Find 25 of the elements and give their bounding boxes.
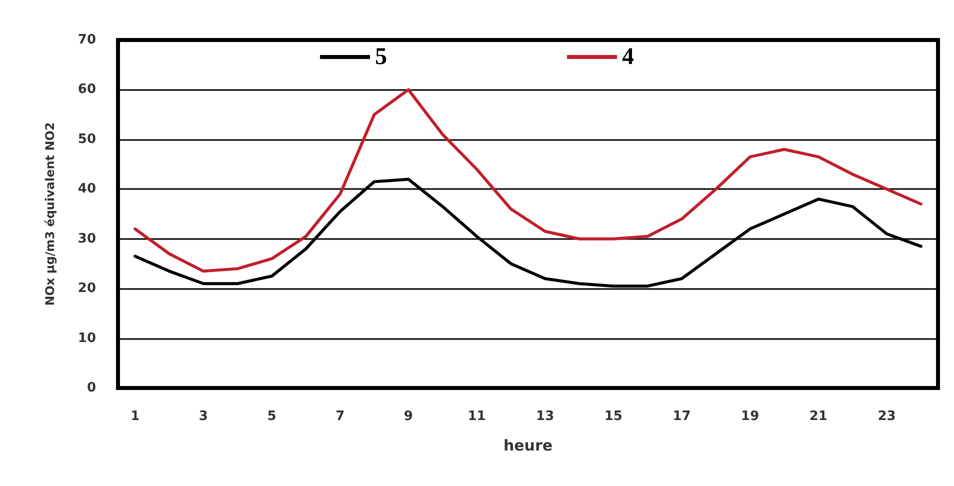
y-tick-label: 40 [78, 182, 96, 197]
y-tick-label: 0 [86, 380, 96, 396]
x-tick-label: 13 [536, 409, 554, 424]
y-tick-label: 30 [78, 231, 96, 246]
x-tick-label: 3 [198, 409, 208, 424]
x-tick-label: 9 [404, 409, 413, 424]
x-tick-label: 15 [604, 409, 622, 424]
y-axis-title: NOx µg/m3 équivalent NO2 [43, 122, 57, 306]
y-tick-label: 50 [78, 132, 96, 147]
x-tick-label: 7 [336, 409, 345, 424]
legend-label: 5 [375, 44, 387, 70]
x-axis-title: heure [503, 436, 553, 454]
x-tick-label: 19 [741, 409, 760, 424]
y-tick-label: 60 [78, 82, 96, 98]
x-tick-label: 23 [878, 409, 896, 424]
y-tick-label: 70 [78, 32, 96, 48]
y-tick-label: 20 [78, 281, 96, 296]
x-tick-label: 17 [672, 409, 691, 424]
x-tick-label: 11 [468, 409, 486, 424]
line-series [134, 88, 922, 273]
x-tick-label: 1 [130, 409, 140, 424]
legend-label: 4 [622, 44, 634, 70]
x-tick-label: 5 [267, 409, 276, 424]
x-tick-label: 21 [809, 409, 828, 424]
y-tick-label: 10 [78, 330, 96, 346]
